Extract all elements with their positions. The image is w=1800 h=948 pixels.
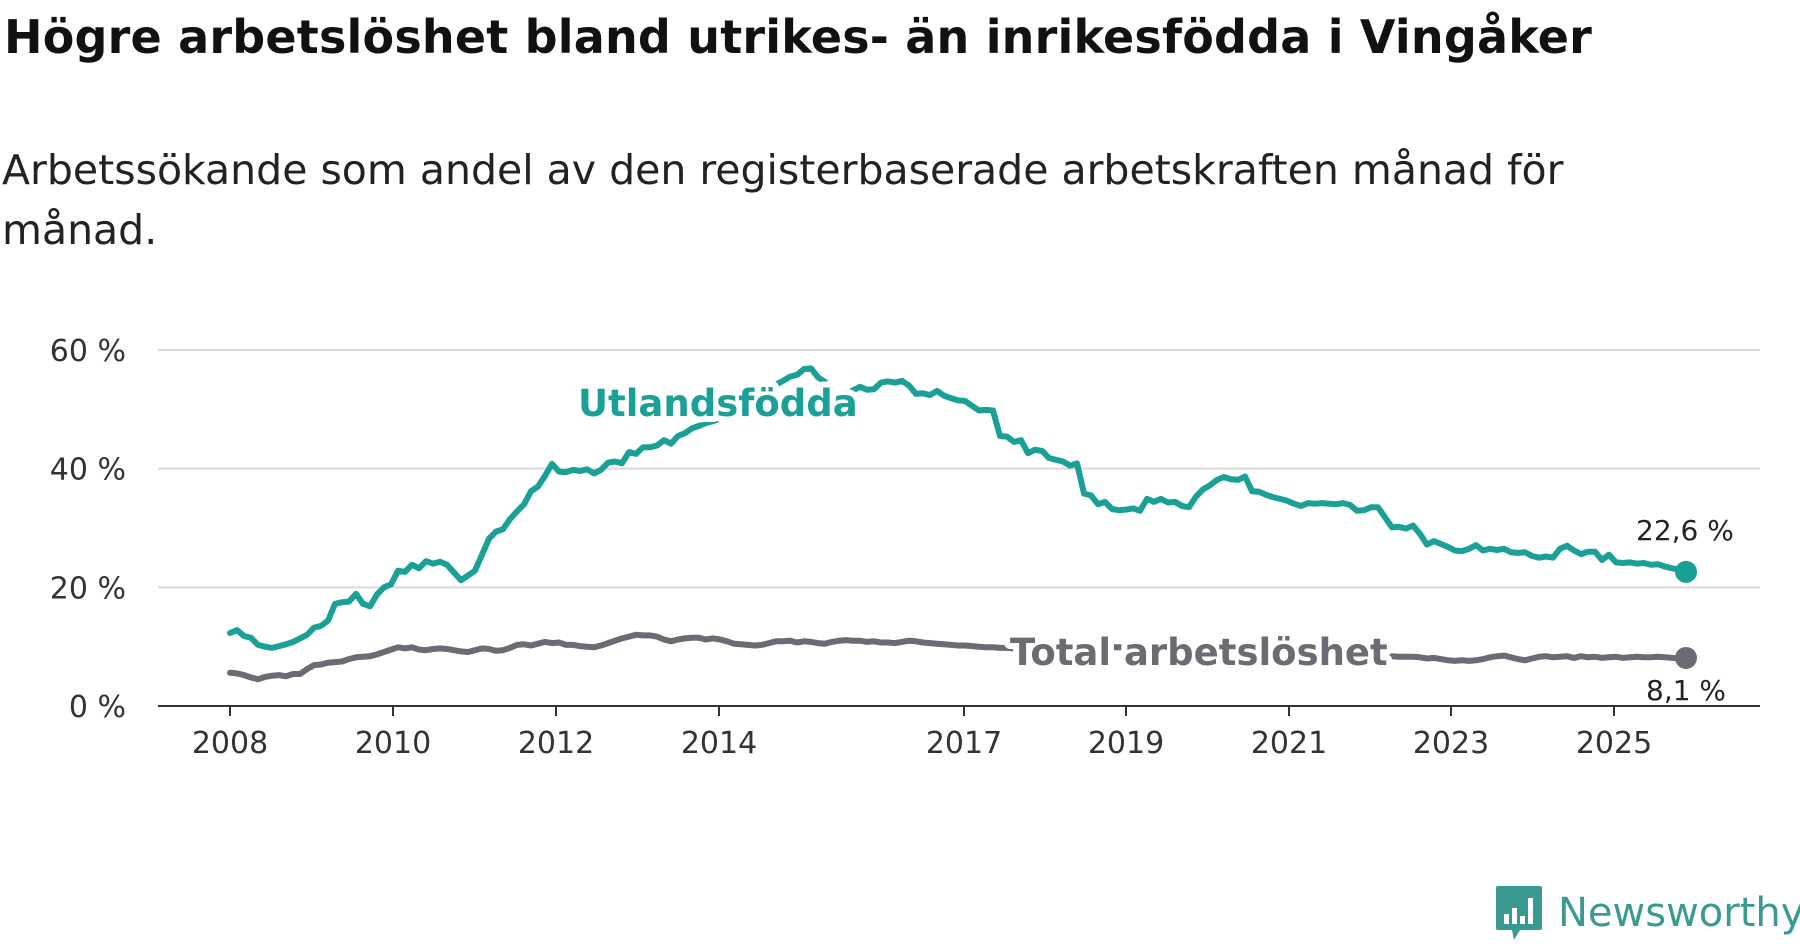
series-end-point-1 [1675, 646, 1697, 669]
series-name-label: Utlandsfödda [578, 382, 858, 425]
chart-subtitle: Arbetssökande som andel av den registerb… [2, 146, 1564, 254]
y-tick-label: 0 % [69, 690, 126, 725]
x-tick-label: 2023 [1413, 726, 1489, 761]
x-tick-label: 2019 [1088, 726, 1164, 761]
series-name-halo: Total arbetslöshet [1010, 631, 1388, 674]
y-axis-ticks: 0 % 20 % 40 % 60 % [50, 334, 126, 725]
y-tick-label: 40 % [50, 453, 126, 488]
x-tick-label: 2025 [1576, 726, 1652, 761]
series-end-value-label: 22,6 % [1636, 514, 1734, 547]
x-tick-label: 2021 [1251, 726, 1327, 761]
series-end-point-0 [1675, 560, 1697, 583]
series-line-0 [227, 365, 1689, 651]
series-lines [227, 365, 1697, 683]
bar-chart-speech-bubble-icon [1496, 886, 1542, 940]
x-tick-label: 2008 [192, 726, 268, 761]
x-axis: 2008 2010 2012 2014 2017 2019 2021 2023 2025 [158, 705, 1760, 761]
x-tick-label: 2012 [518, 726, 594, 761]
x-tick-label: 2017 [926, 726, 1002, 761]
series-name-label: Total arbetslöshet [1010, 631, 1388, 674]
chart-title: Högre arbetslöshet bland utrikes- än inr… [4, 10, 1593, 64]
y-tick-label: 20 % [50, 571, 126, 606]
x-tick-label: 2010 [355, 726, 431, 761]
newsworthy-logo: Newsworthy [1494, 884, 1800, 942]
series-line-1 [227, 631, 1689, 683]
series-end-value-label: 8,1 % [1646, 674, 1726, 707]
y-tick-label: 60 % [50, 334, 126, 369]
grid-lines [158, 349, 1760, 589]
x-tick-label: 2014 [681, 726, 757, 761]
series-name-halo: Utlandsfödda [578, 382, 858, 425]
brand-name: Newsworthy [1558, 890, 1800, 936]
